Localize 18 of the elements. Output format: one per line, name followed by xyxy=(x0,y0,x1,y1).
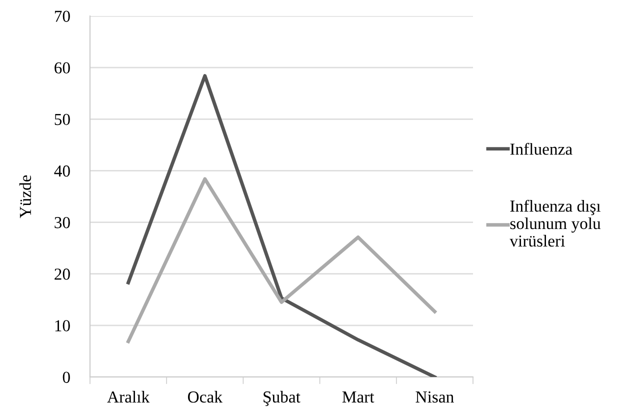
y-tick-label: 30 xyxy=(54,216,70,228)
y-axis-title: Yüzde xyxy=(19,175,32,218)
y-tick-label: 40 xyxy=(54,165,70,177)
legend-label: Influenza xyxy=(510,142,572,155)
y-tick-label: 50 xyxy=(54,114,70,126)
y-tick-label: 0 xyxy=(62,372,70,383)
x-tick-label: Ocak xyxy=(188,390,222,403)
legend-label: Influenza dışı solunum yolu virüsleri xyxy=(510,200,601,247)
x-tick-label: Nisan xyxy=(416,391,454,403)
y-tick-label: 60 xyxy=(54,62,70,74)
x-tick-label: Şubat xyxy=(264,390,300,406)
y-tick-label: 10 xyxy=(55,320,70,332)
line-series xyxy=(126,177,436,344)
y-tick-label: 20 xyxy=(54,268,70,280)
y-tick-label: 70 xyxy=(54,10,70,22)
x-tick-label: Mart xyxy=(342,392,374,403)
line-series xyxy=(126,74,436,377)
x-tick-label: Aralık xyxy=(107,390,150,403)
